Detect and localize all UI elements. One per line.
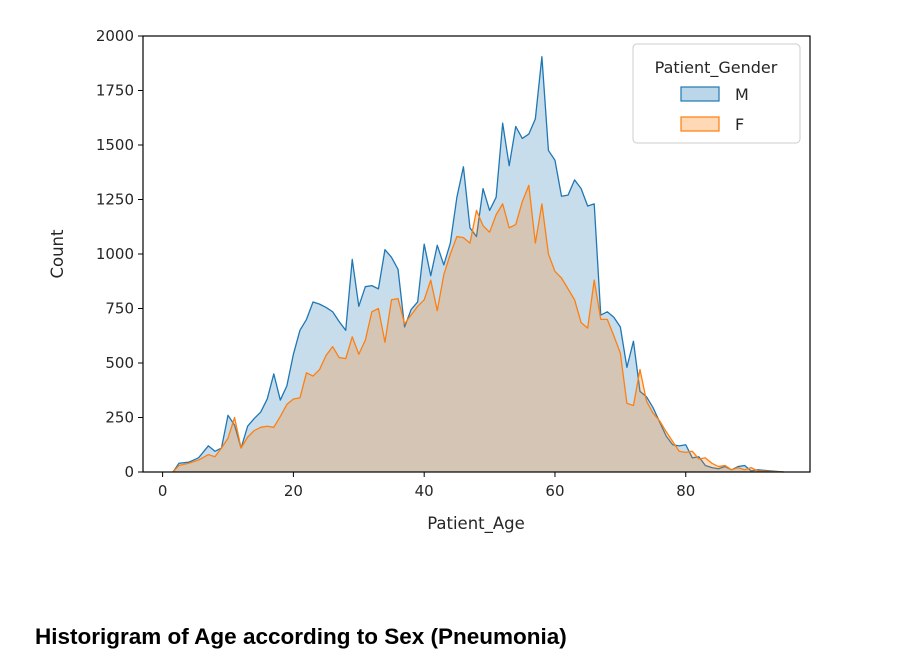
series-line-f	[172, 184, 784, 473]
figure-caption: Historigram of Age according to Sex (Pne…	[35, 624, 567, 649]
x-tick-label-60: 60	[545, 482, 564, 500]
legend-title: Patient_Gender	[655, 58, 778, 78]
x-tick-label-0: 0	[158, 482, 168, 500]
series-layer	[172, 56, 784, 473]
age-histogram-chart: 0 20 40 60 80025050075010001250150017502000 …	[48, 27, 811, 534]
tick-layer: 0 20 40 60 80 0 250 500 750 1000 1250 1500 1750 2000	[96, 27, 695, 500]
y-tick-label-1000: 1000	[96, 245, 134, 263]
legend-swatch-f	[680, 116, 720, 132]
series-line-m	[172, 56, 784, 473]
x-tick-label-40: 40	[415, 482, 434, 500]
y-tick-label-1500: 1500	[96, 136, 134, 154]
legend-label-m: M	[735, 85, 749, 104]
legend: Patient_Gender M F	[632, 43, 801, 144]
x-tick-label-80: 80	[676, 482, 695, 500]
y-tick-label-750: 750	[105, 300, 134, 318]
series-area-m	[173, 56, 784, 473]
series-area-f	[173, 185, 784, 472]
x-axis-label: Patient_Age	[427, 514, 525, 534]
y-tick-label-1250: 1250	[96, 191, 134, 209]
x-tick-label-20: 20	[284, 482, 303, 500]
y-tick-label-0: 0	[124, 463, 134, 481]
y-axis-label: Count	[48, 229, 67, 279]
y-tick-label-250: 250	[105, 409, 134, 427]
y-tick-label-1750: 1750	[96, 82, 134, 100]
y-tick-label-2000: 2000	[96, 27, 134, 45]
legend-label-f: F	[735, 115, 744, 134]
legend-frame	[632, 43, 801, 144]
legend-swatch-m	[680, 86, 720, 102]
y-tick-label-500: 500	[105, 354, 134, 372]
